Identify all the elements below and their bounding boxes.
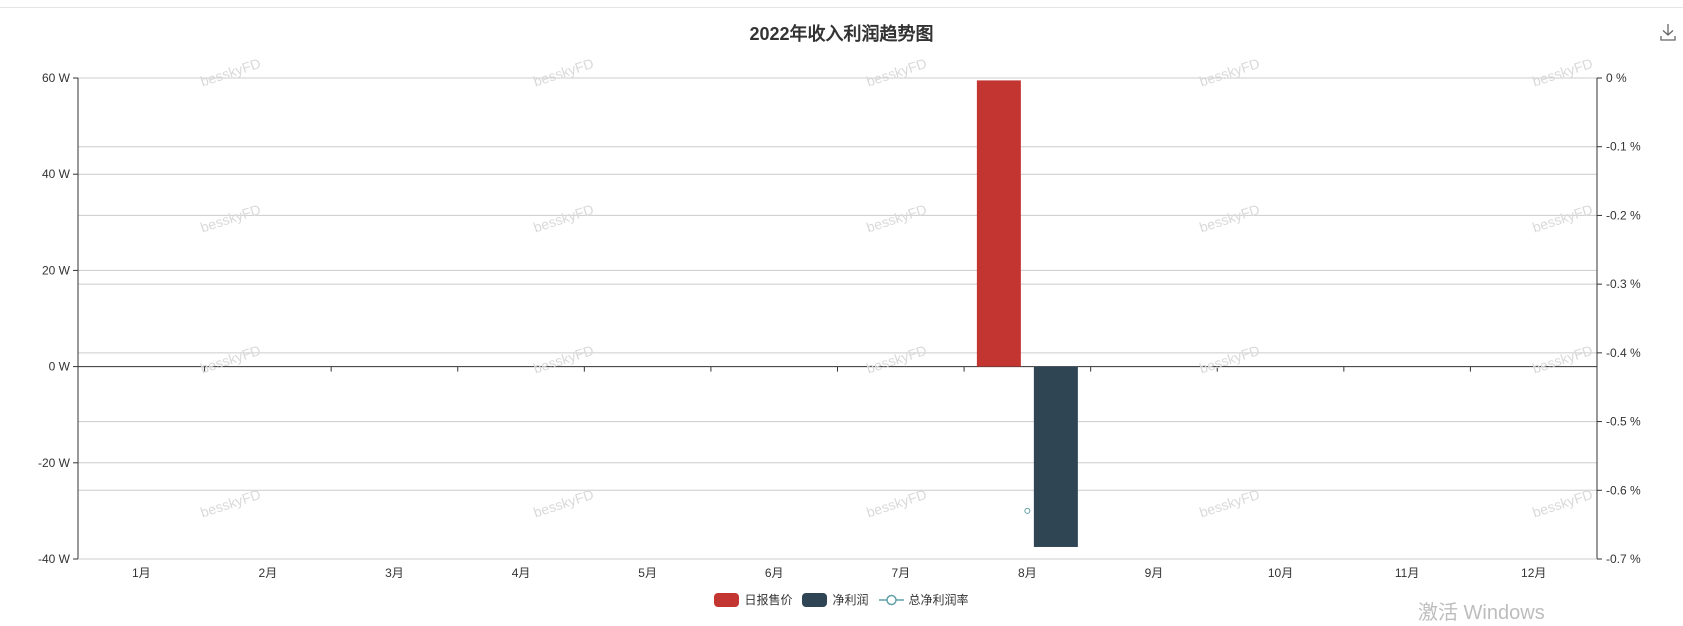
legend-item-net-margin[interactable]: 总净利润率 — [878, 591, 969, 608]
background-watermark: besskyFD — [1530, 342, 1594, 376]
y-right-tick-label: -0.6 % — [1606, 483, 1641, 497]
background-watermark: besskyFD — [1197, 55, 1261, 89]
x-tick-label: 10月 — [1268, 566, 1293, 580]
background-watermark: besskyFD — [198, 201, 262, 235]
y-right-tick-label: -0.1 % — [1606, 140, 1641, 154]
y-left-tick-label: -40 W — [38, 552, 71, 566]
bar-daily-price — [976, 80, 1021, 367]
y-right-tick-label: -0.5 % — [1606, 415, 1641, 429]
background-watermark: besskyFD — [531, 342, 595, 376]
background-watermark: besskyFD — [531, 486, 595, 520]
background-watermark: besskyFD — [1197, 486, 1261, 520]
os-activation-watermark: 激活 Windows — [1418, 602, 1545, 624]
x-tick-label: 1月 — [132, 566, 151, 580]
x-tick-label: 2月 — [259, 566, 278, 580]
background-watermark: besskyFD — [198, 342, 262, 376]
x-tick-label: 3月 — [385, 566, 404, 580]
legend-swatch-net-margin — [878, 594, 904, 605]
x-tick-label: 7月 — [891, 566, 910, 580]
y-right-tick-label: -0.7 % — [1606, 552, 1641, 566]
x-tick-label: 12月 — [1521, 566, 1546, 580]
legend-swatch-net-profit — [802, 592, 828, 607]
y-left-tick-label: 60 W — [42, 71, 71, 85]
y-left-tick-label: -20 W — [38, 456, 71, 470]
x-tick-label: 4月 — [512, 566, 531, 580]
legend-label-net-margin: 总净利润率 — [908, 593, 969, 607]
background-watermark: besskyFD — [864, 342, 928, 376]
background-watermark: besskyFD — [198, 486, 262, 520]
x-tick-label: 8月 — [1018, 566, 1037, 580]
background-watermark: besskyFD — [1197, 201, 1261, 235]
legend-swatch-daily-price — [714, 592, 740, 607]
background-watermark: besskyFD — [1197, 342, 1261, 376]
y-right-tick-label: 0 % — [1606, 71, 1627, 85]
y-right-tick-label: -0.4 % — [1606, 346, 1641, 360]
line-point-net-margin — [1024, 507, 1031, 514]
background-watermark: besskyFD — [864, 55, 928, 89]
background-watermark: besskyFD — [1530, 55, 1594, 89]
top-divider — [0, 7, 1683, 8]
background-watermark: besskyFD — [531, 201, 595, 235]
bar-net-profit — [1033, 366, 1078, 547]
legend-label-net-profit: 净利润 — [832, 593, 869, 607]
x-tick-label: 6月 — [765, 566, 784, 580]
background-watermark: besskyFD — [531, 55, 595, 89]
chart-title: 2022年收入利润趋势图 — [749, 24, 934, 44]
legend-label-daily-price: 日报售价 — [744, 593, 793, 607]
background-watermark: besskyFD — [1530, 201, 1594, 235]
legend-item-daily-price[interactable]: 日报售价 — [714, 591, 792, 608]
x-tick-label: 5月 — [638, 566, 657, 580]
y-left-tick-label: 40 W — [42, 167, 71, 181]
download-icon[interactable] — [1658, 22, 1678, 42]
background-watermark: besskyFD — [864, 201, 928, 235]
y-right-tick-label: -0.3 % — [1606, 277, 1641, 291]
y-right-tick-label: -0.2 % — [1606, 208, 1641, 222]
background-watermark: besskyFD — [864, 486, 928, 520]
y-left-tick-label: 20 W — [42, 263, 71, 277]
background-watermark: besskyFD — [198, 55, 262, 89]
y-left-tick-label: 0 W — [49, 360, 71, 374]
x-tick-label: 9月 — [1145, 566, 1164, 580]
legend-item-net-profit[interactable]: 净利润 — [802, 591, 869, 608]
background-watermark: besskyFD — [1530, 486, 1594, 520]
x-tick-label: 11月 — [1395, 566, 1419, 580]
chart-legend: 日报售价 净利润 总净利润率 — [0, 591, 1683, 608]
